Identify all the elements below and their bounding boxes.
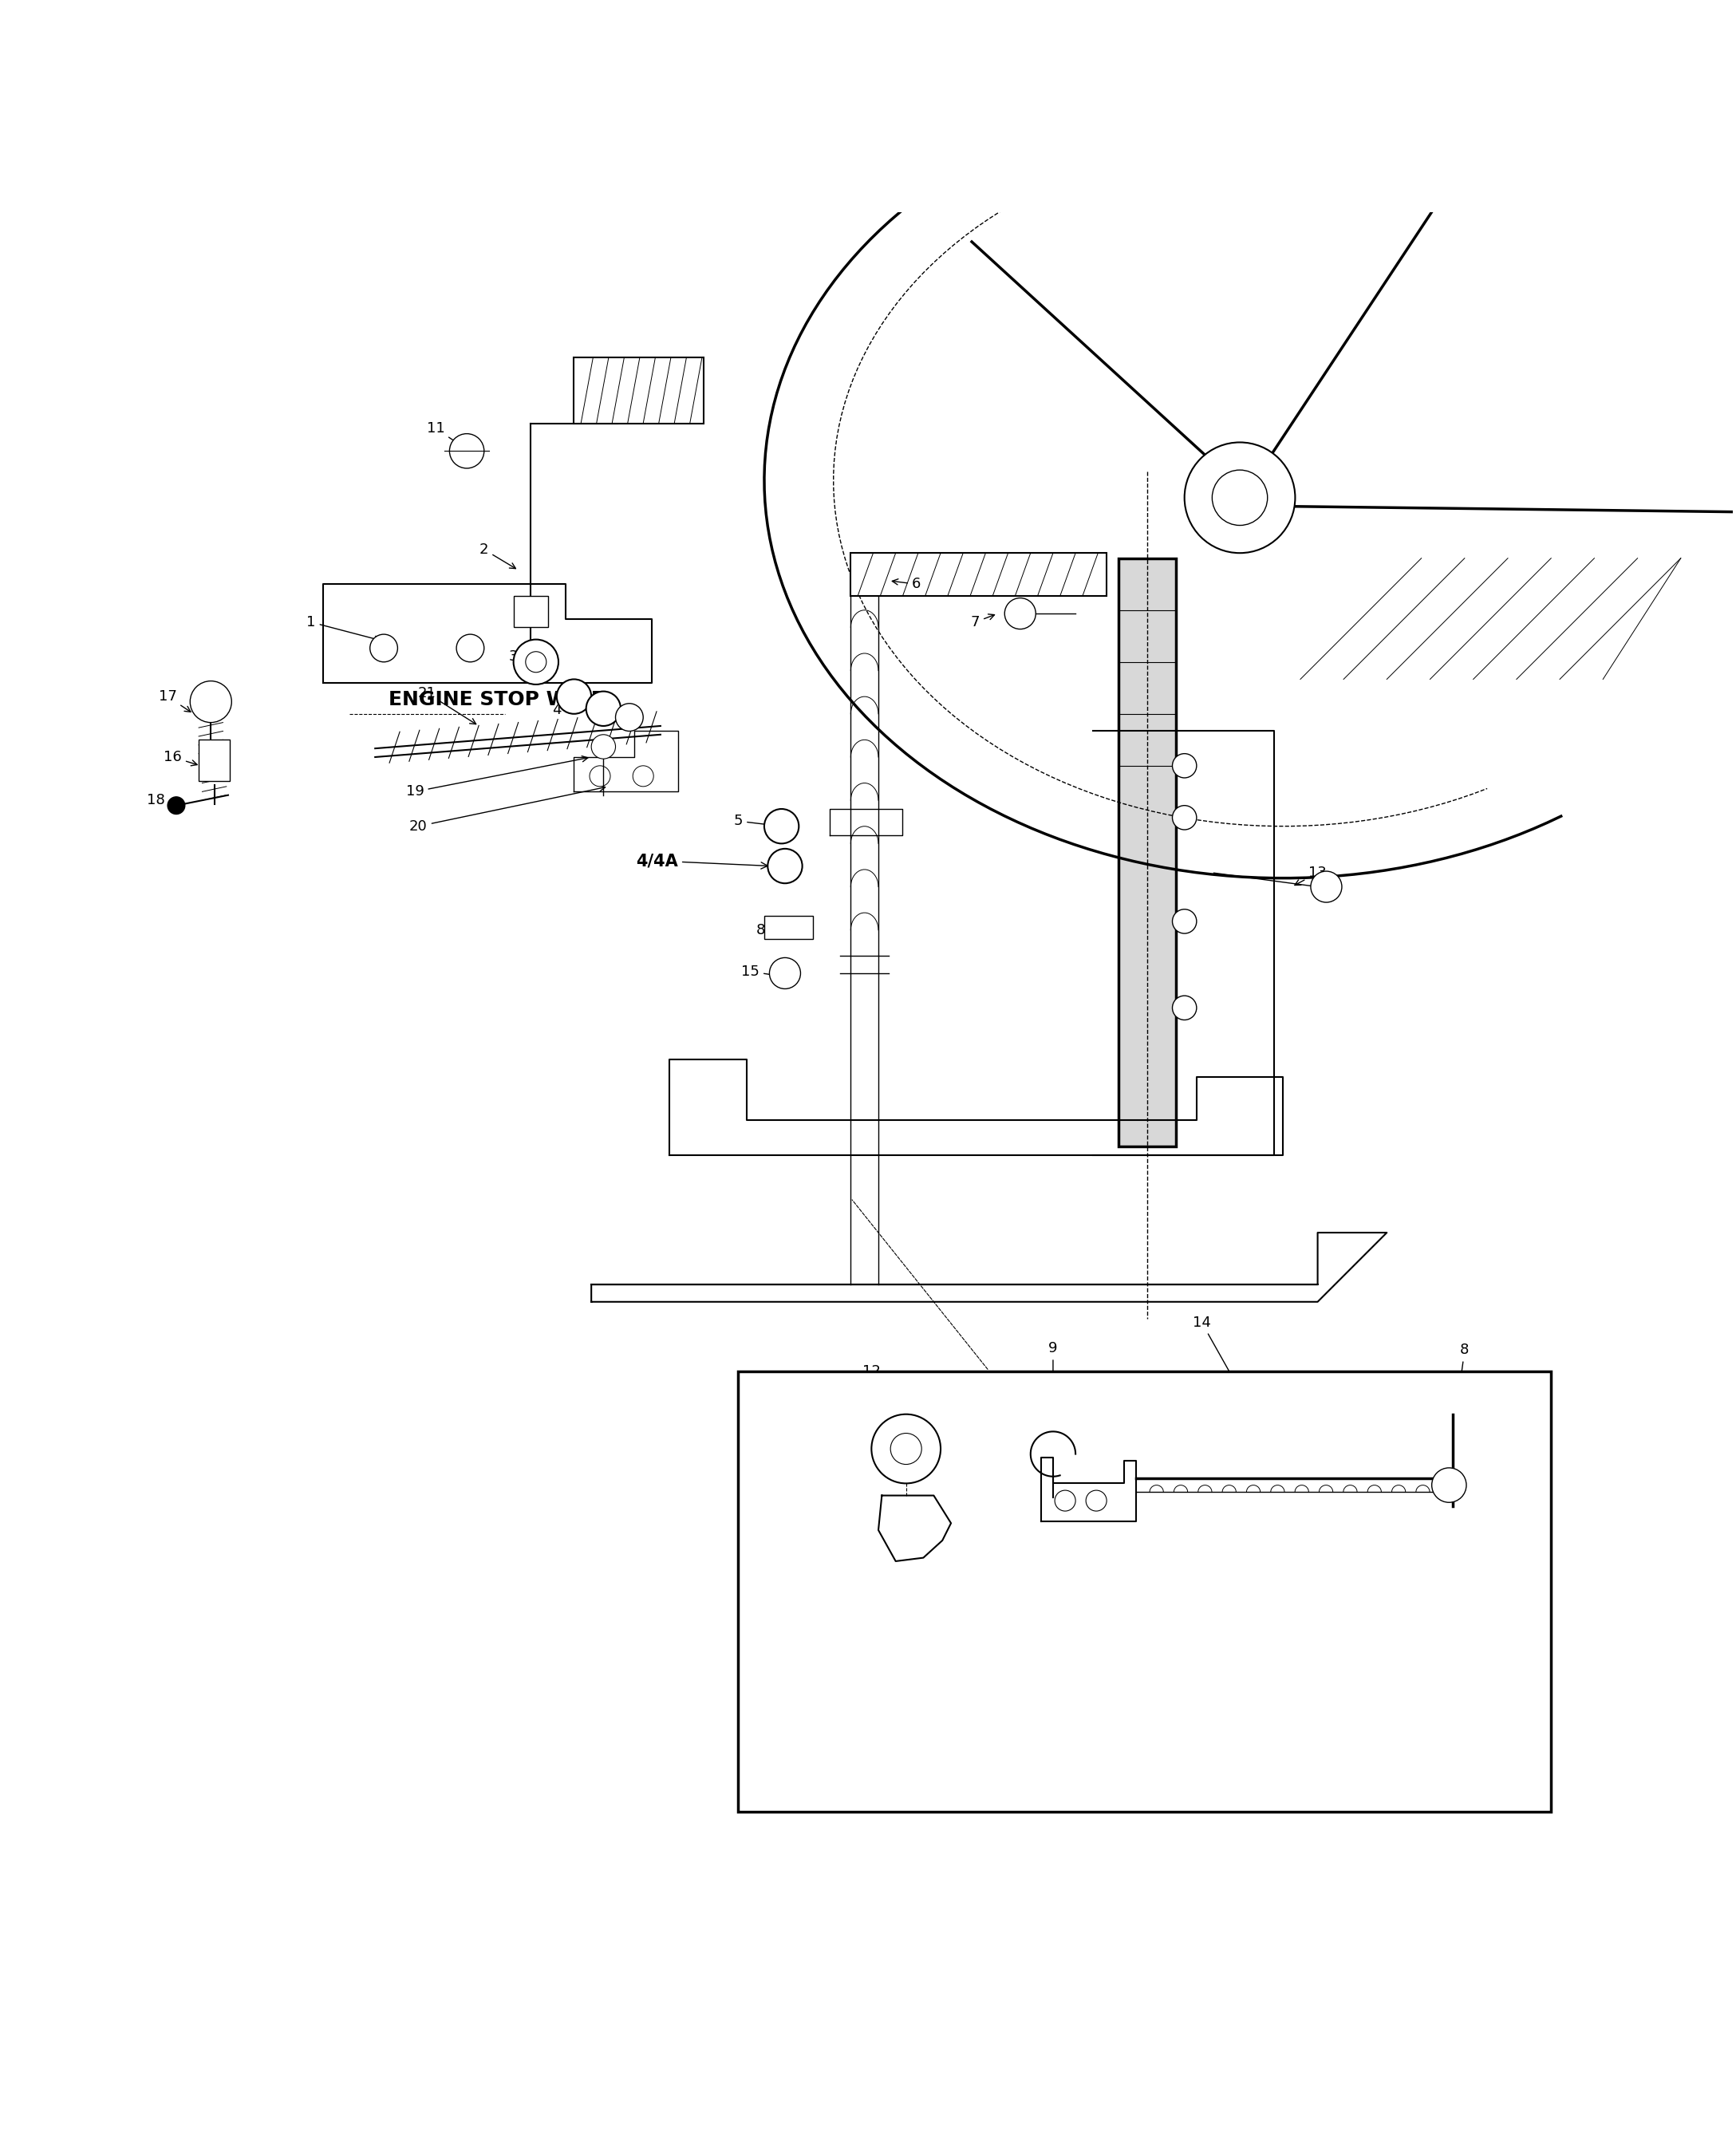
Text: 8: 8 bbox=[757, 922, 774, 937]
Circle shape bbox=[616, 704, 642, 730]
Bar bbox=[198, 739, 229, 782]
Circle shape bbox=[891, 1432, 922, 1465]
Text: 15: 15 bbox=[741, 965, 781, 978]
Circle shape bbox=[514, 640, 559, 685]
Text: 10: 10 bbox=[608, 364, 627, 396]
Text: 19: 19 bbox=[406, 756, 589, 799]
Circle shape bbox=[191, 681, 231, 722]
Text: 14: 14 bbox=[1193, 1316, 1246, 1402]
Circle shape bbox=[587, 691, 621, 726]
Circle shape bbox=[871, 1415, 941, 1484]
Text: 17: 17 bbox=[158, 689, 191, 713]
Circle shape bbox=[1172, 995, 1196, 1021]
Circle shape bbox=[764, 810, 799, 844]
Circle shape bbox=[457, 633, 484, 661]
Text: 3: 3 bbox=[509, 651, 536, 663]
Bar bbox=[764, 915, 812, 939]
Circle shape bbox=[1212, 470, 1267, 526]
Circle shape bbox=[590, 765, 611, 786]
Circle shape bbox=[1432, 1467, 1467, 1501]
Text: 13: 13 bbox=[1295, 866, 1326, 885]
Text: 4/4A: 4/4A bbox=[635, 853, 767, 868]
Circle shape bbox=[634, 765, 653, 786]
Text: 21: 21 bbox=[418, 685, 476, 724]
Circle shape bbox=[1172, 754, 1196, 778]
Circle shape bbox=[1172, 806, 1196, 829]
Bar bbox=[1118, 558, 1175, 1146]
Circle shape bbox=[1055, 1491, 1076, 1512]
Circle shape bbox=[168, 797, 186, 814]
Text: ENGINE STOP WIRE: ENGINE STOP WIRE bbox=[389, 691, 604, 709]
Circle shape bbox=[526, 653, 547, 672]
Bar bbox=[575, 358, 703, 424]
Circle shape bbox=[1172, 909, 1196, 933]
Text: 4: 4 bbox=[552, 702, 582, 717]
Text: 18: 18 bbox=[146, 793, 177, 808]
Text: 9: 9 bbox=[1049, 1342, 1057, 1426]
Text: 7: 7 bbox=[970, 614, 995, 629]
Bar bbox=[851, 554, 1106, 597]
Bar bbox=[514, 597, 549, 627]
Circle shape bbox=[370, 633, 398, 661]
Circle shape bbox=[450, 433, 484, 467]
Text: 12: 12 bbox=[863, 1363, 904, 1426]
Circle shape bbox=[767, 849, 802, 883]
Text: 6: 6 bbox=[892, 577, 922, 592]
Circle shape bbox=[557, 679, 592, 713]
Circle shape bbox=[769, 959, 800, 989]
Text: 5: 5 bbox=[734, 814, 778, 829]
Text: 11: 11 bbox=[427, 422, 464, 448]
Text: 8: 8 bbox=[1448, 1344, 1469, 1460]
Text: 2: 2 bbox=[479, 543, 516, 569]
Circle shape bbox=[592, 735, 616, 758]
Text: 16: 16 bbox=[163, 750, 198, 765]
Circle shape bbox=[1005, 599, 1036, 629]
Circle shape bbox=[1311, 870, 1342, 903]
Text: 20: 20 bbox=[410, 786, 606, 834]
Bar bbox=[738, 1370, 1550, 1812]
Circle shape bbox=[1184, 442, 1295, 554]
Circle shape bbox=[1087, 1491, 1106, 1512]
Text: 1: 1 bbox=[307, 616, 380, 642]
